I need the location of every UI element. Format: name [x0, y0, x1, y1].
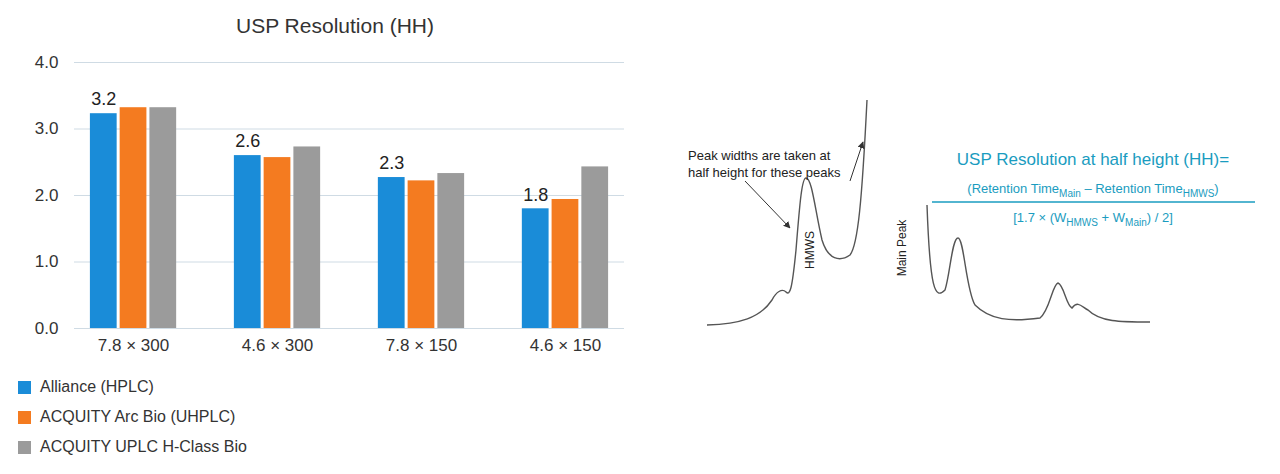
- svg-text:3.2: 3.2: [91, 89, 116, 109]
- svg-text:4.6 × 150: 4.6 × 150: [530, 336, 601, 355]
- svg-text:1.8: 1.8: [523, 185, 548, 205]
- svg-text:4.6 × 300: 4.6 × 300: [242, 336, 313, 355]
- svg-text:Peak widths are taken at: Peak widths are taken at: [688, 148, 831, 163]
- svg-text:HMWS: HMWS: [803, 231, 817, 269]
- svg-text:2.0: 2.0: [35, 186, 59, 205]
- svg-text:2.3: 2.3: [379, 153, 404, 173]
- svg-text:4.0: 4.0: [35, 53, 59, 72]
- svg-text:Main Peak: Main Peak: [895, 219, 909, 277]
- svg-text:7.8 × 300: 7.8 × 300: [98, 336, 169, 355]
- svg-text:7.8 × 150: 7.8 × 150: [386, 336, 457, 355]
- svg-text:[1.7 × (WHMWS + WMain) / 2]: [1.7 × (WHMWS + WMain) / 2]: [1013, 210, 1173, 228]
- html-text:USP Resolution (HH): USP Resolution (HH): [236, 14, 434, 37]
- svg-text:3.0: 3.0: [35, 119, 59, 138]
- svg-text:2.6: 2.6: [235, 131, 260, 151]
- svg-text:0.0: 0.0: [35, 319, 59, 338]
- html-text:Alliance (HPLC): Alliance (HPLC): [40, 378, 154, 395]
- html-text:ACQUITY UPLC H-Class Bio: ACQUITY UPLC H-Class Bio: [40, 438, 247, 455]
- svg-text:half height for these peaks: half height for these peaks: [688, 165, 841, 180]
- svg-text:USP Resolution at half height: USP Resolution at half height (HH)=: [957, 150, 1229, 169]
- svg-text:(Retention TimeMain – Retentio: (Retention TimeMain – Retention TimeHMWS…: [967, 181, 1218, 199]
- html-text:ACQUITY Arc Bio (UHPLC): ACQUITY Arc Bio (UHPLC): [40, 408, 236, 425]
- svg-text:1.0: 1.0: [35, 252, 59, 271]
